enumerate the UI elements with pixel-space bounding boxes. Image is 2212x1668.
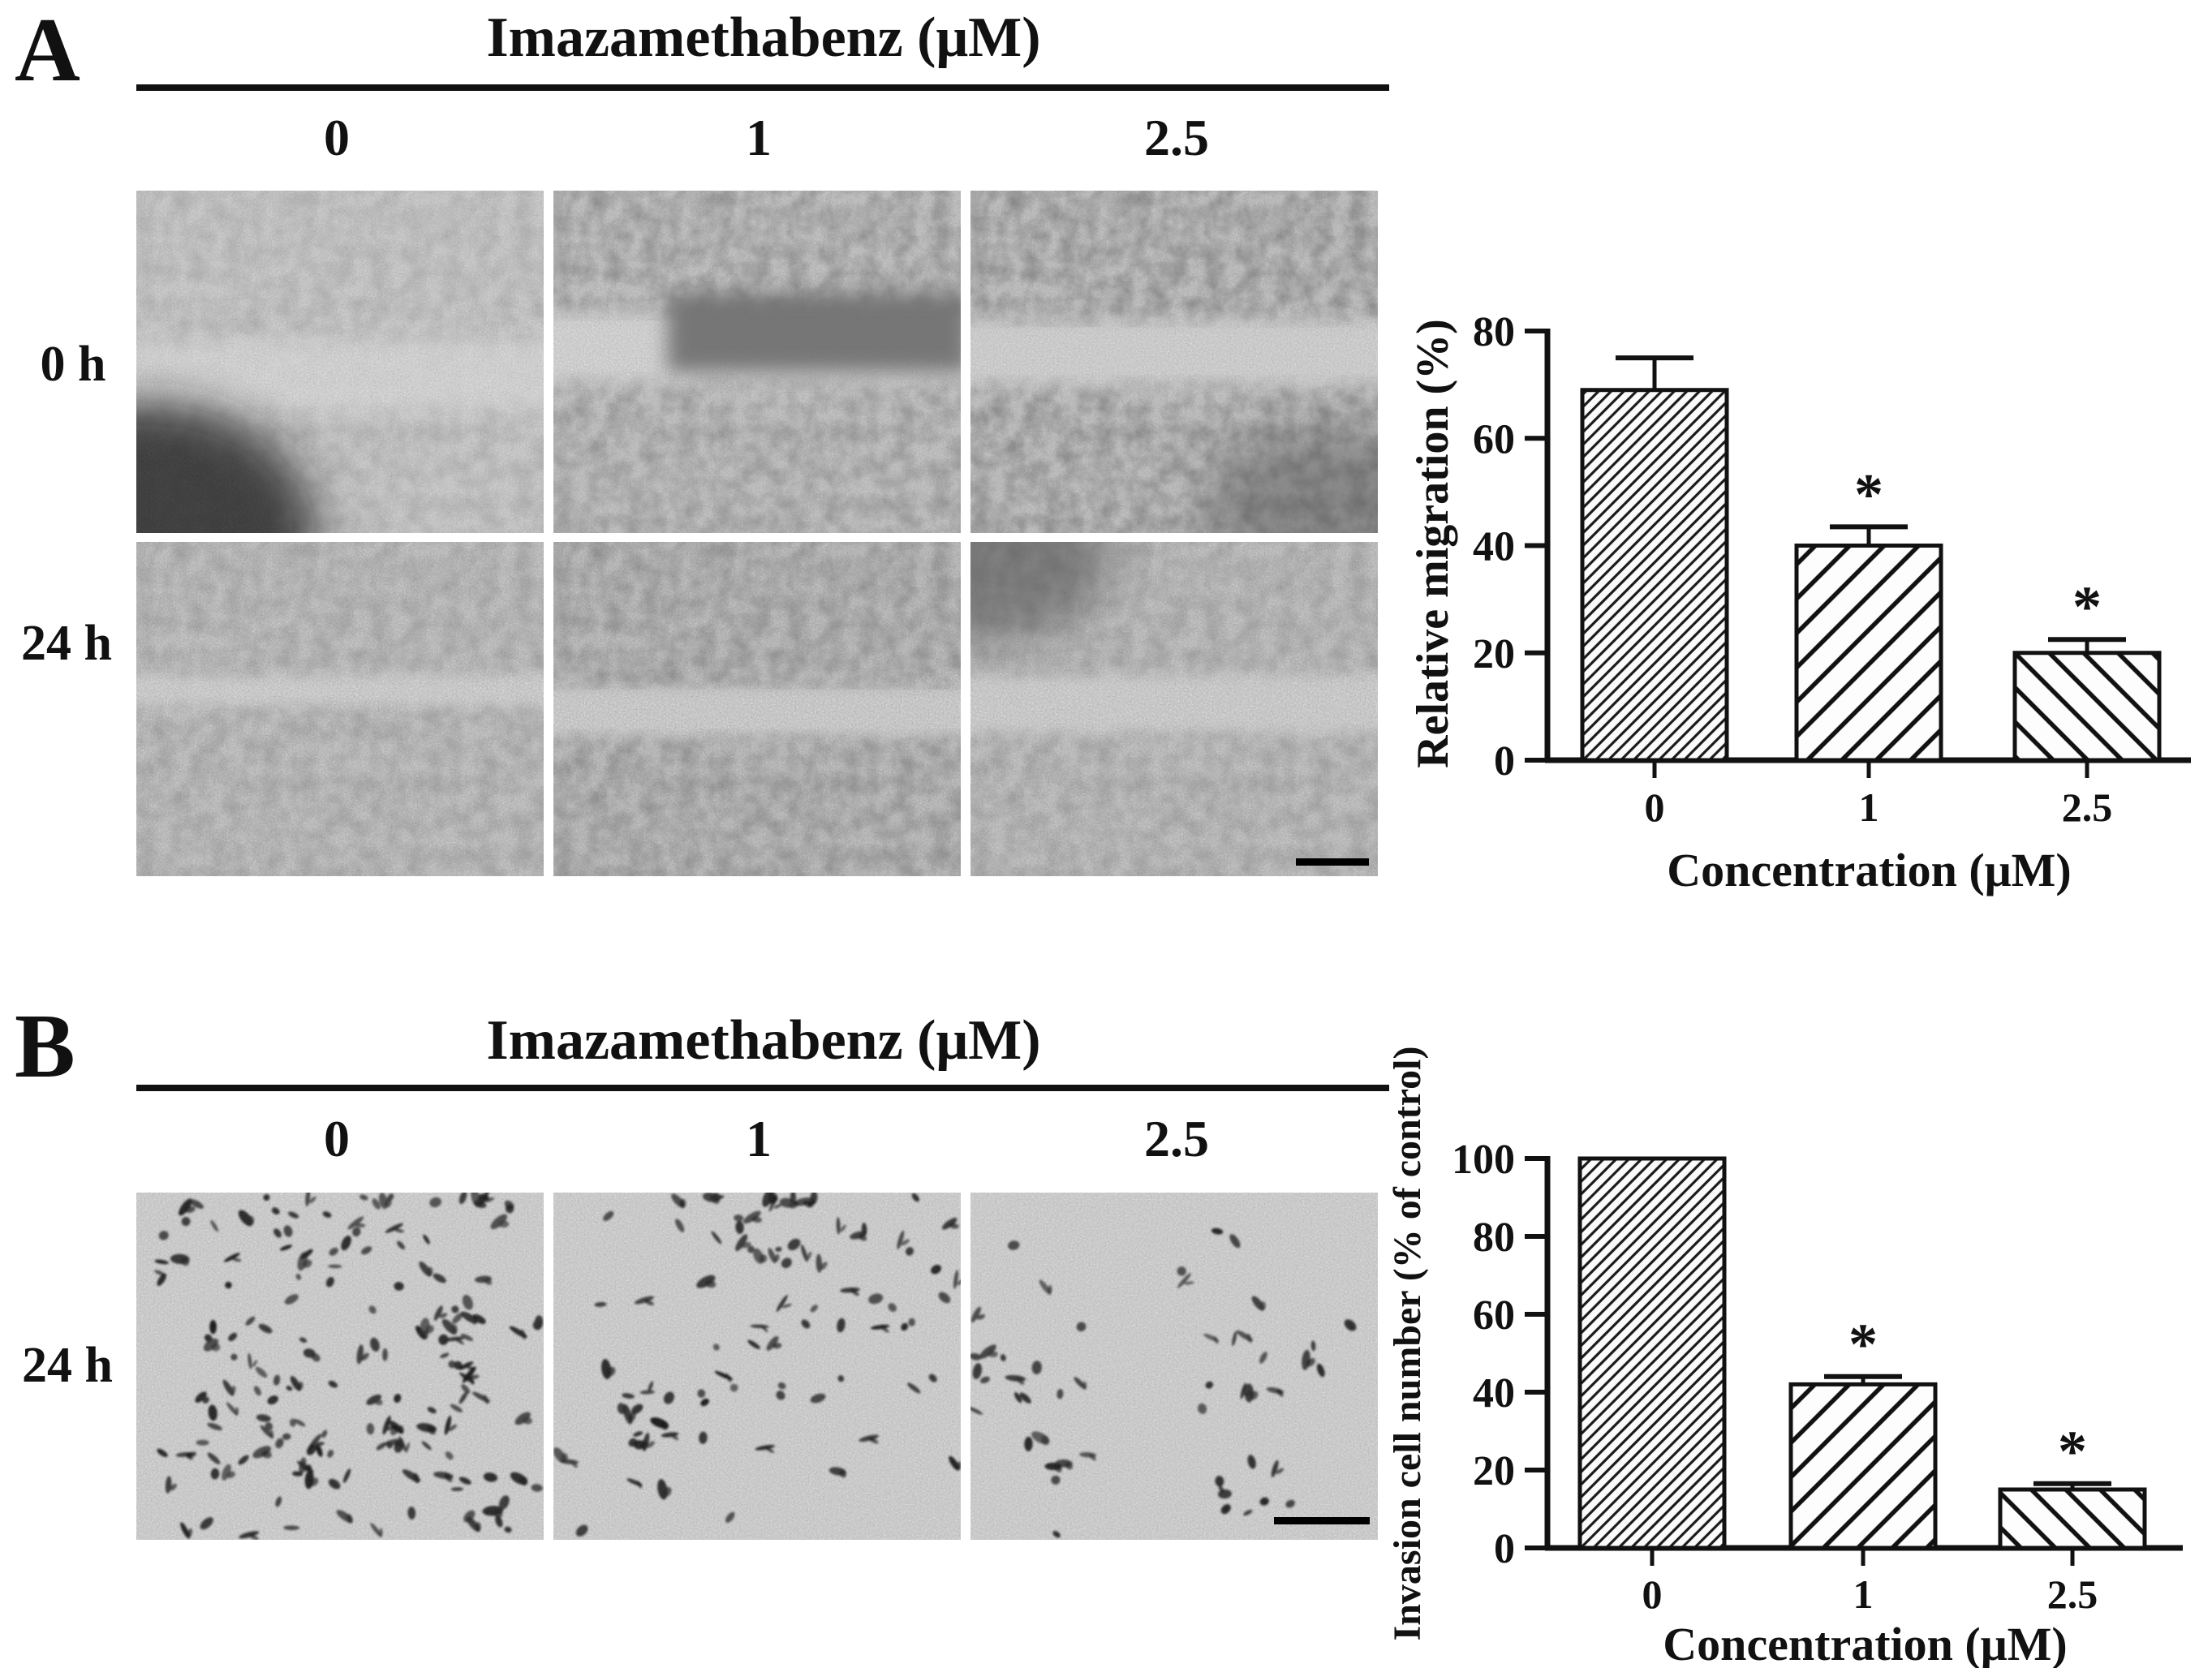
- migration-bar-chart: 0 20 40 60 80 Relative migration (%) 0 * 1 * 2.5 Co…: [1408, 309, 2191, 896]
- svg-text:60: 60: [1473, 1292, 1515, 1339]
- panel-b-concentration-label-2: 2.5: [1144, 1110, 1209, 1167]
- panel-b-concentration-label-0: 0: [324, 1110, 350, 1167]
- micrograph-a-2p5um-0h: [970, 191, 1378, 533]
- svg-text:2.5: 2.5: [2047, 1571, 2098, 1617]
- svg-text:0: 0: [1642, 1571, 1663, 1617]
- svg-text:80: 80: [1473, 1214, 1515, 1261]
- svg-text:Concentration (μM): Concentration (μM): [1663, 1618, 2067, 1668]
- panel-a-row-label-0h: 0 h: [40, 337, 106, 392]
- panel-a-concentration-label-0: 0: [324, 109, 350, 166]
- panel-a-header-rule: [136, 84, 1389, 91]
- svg-text:0: 0: [1645, 785, 1665, 830]
- micrograph-b-2p5um-24h: [970, 1193, 1378, 1540]
- micrograph-a-1um-0h: [553, 191, 961, 533]
- panel-a-concentration-label-2: 2.5: [1144, 109, 1209, 166]
- svg-text:60: 60: [1473, 416, 1515, 462]
- panel-b-header-rule: [136, 1085, 1389, 1091]
- svg-text:Relative migration (%): Relative migration (%): [1408, 319, 1458, 768]
- svg-text:20: 20: [1473, 1448, 1515, 1494]
- svg-text:20: 20: [1473, 631, 1515, 677]
- panel-b-scale-bar: [1274, 1517, 1370, 1524]
- svg-text:0: 0: [1494, 738, 1515, 785]
- svg-text:*: *: [2058, 1419, 2087, 1484]
- svg-text:*: *: [1848, 1312, 1878, 1377]
- micrograph-a-0um-0h: [136, 191, 544, 533]
- micrograph-a-2p5um-24h: [970, 542, 1378, 876]
- panel-a-row-label-24h: 24 h: [21, 616, 112, 671]
- svg-text:40: 40: [1473, 524, 1515, 570]
- panel-b-label: B: [15, 996, 75, 1097]
- svg-text:Concentration (μM): Concentration (μM): [1667, 844, 2071, 896]
- svg-text:40: 40: [1473, 1370, 1515, 1417]
- panel-a-label: A: [15, 0, 80, 101]
- micrograph-a-0um-24h: [136, 542, 544, 876]
- svg-text:1: 1: [1853, 1571, 1874, 1617]
- micrograph-b-1um-24h: [553, 1193, 961, 1540]
- panel-b-treatment-title: Imazamethabenz (μM): [486, 1009, 1041, 1072]
- svg-text:0: 0: [1494, 1526, 1515, 1572]
- micrograph-a-1um-24h: [553, 542, 961, 876]
- panel-a-treatment-title: Imazamethabenz (μM): [486, 6, 1041, 69]
- svg-text:Invasion cell number (% of con: Invasion cell number (% of control): [1386, 1047, 1429, 1641]
- svg-text:*: *: [2072, 574, 2102, 639]
- panel-b-row-label-24h: 24 h: [22, 1338, 113, 1393]
- svg-text:80: 80: [1473, 309, 1515, 355]
- svg-text:2.5: 2.5: [2062, 785, 2113, 830]
- panel-a-scale-bar: [1296, 858, 1369, 866]
- panel-b-concentration-label-1: 1: [746, 1110, 772, 1167]
- invasion-bar-chart: 0 20 40 60 80 100 Invasion cell number (% of c…: [1386, 1047, 2183, 1668]
- svg-text:*: *: [1854, 462, 1883, 527]
- panel-a-concentration-label-1: 1: [746, 109, 772, 166]
- svg-text:1: 1: [1859, 785, 1879, 830]
- micrograph-b-0um-24h: [136, 1193, 544, 1540]
- svg-text:100: 100: [1452, 1137, 1515, 1183]
